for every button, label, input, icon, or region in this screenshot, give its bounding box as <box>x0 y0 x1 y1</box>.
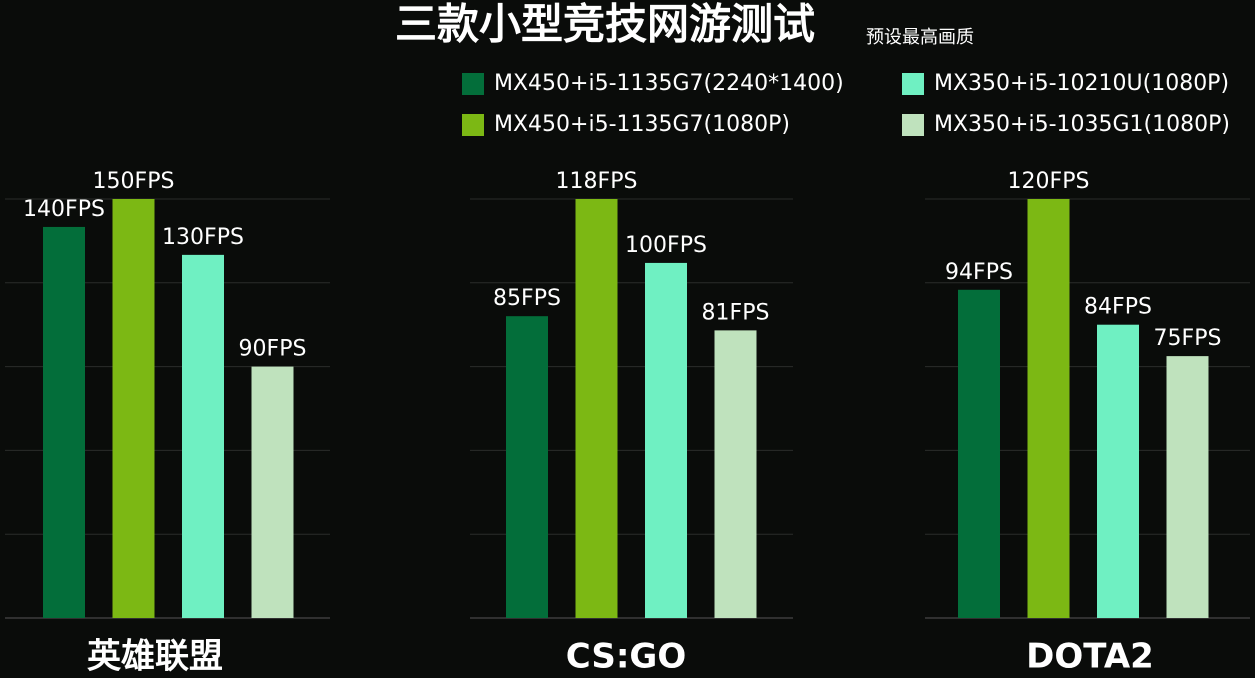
value-label: 120FPS <box>1008 169 1090 194</box>
bar <box>1166 356 1209 618</box>
value-label: 140FPS <box>23 197 105 222</box>
legend-label: MX350+i5-1035G1(1080P) <box>934 112 1230 137</box>
chart-subtitle: 预设最高画质 <box>866 27 974 48</box>
bar <box>645 262 687 618</box>
bar <box>43 226 85 618</box>
value-label: 75FPS <box>1154 326 1222 351</box>
value-label: 118FPS <box>556 169 638 194</box>
category-label: DOTA2 <box>1026 637 1154 677</box>
value-label: 150FPS <box>93 169 175 194</box>
bar <box>1027 199 1070 618</box>
value-label: 85FPS <box>493 286 561 311</box>
legend-swatch <box>462 73 484 95</box>
category-label: CS:GO <box>566 637 686 677</box>
value-label: 90FPS <box>239 337 307 362</box>
legend-label: MX450+i5-1135G7(2240*1400) <box>494 71 844 96</box>
legend-swatch <box>462 114 484 136</box>
bar <box>958 289 1000 618</box>
legend-label: MX350+i5-10210U(1080P) <box>934 71 1229 96</box>
category-label: 英雄联盟 <box>87 637 223 677</box>
bar <box>506 316 548 618</box>
legend-swatch <box>902 114 924 136</box>
bar <box>1097 324 1139 618</box>
bar <box>575 199 618 618</box>
value-label: 81FPS <box>702 300 770 325</box>
legend-label: MX450+i5-1135G7(1080P) <box>494 112 790 137</box>
bar <box>112 199 155 618</box>
bar <box>714 330 757 618</box>
bar <box>182 254 224 618</box>
chart-title: 三款小型竞技网游测试 <box>395 0 815 49</box>
value-label: 94FPS <box>945 260 1013 285</box>
bar <box>251 366 294 618</box>
legend-swatch <box>902 73 924 95</box>
value-label: 100FPS <box>625 233 707 258</box>
value-label: 130FPS <box>162 225 244 250</box>
value-label: 84FPS <box>1084 295 1152 320</box>
